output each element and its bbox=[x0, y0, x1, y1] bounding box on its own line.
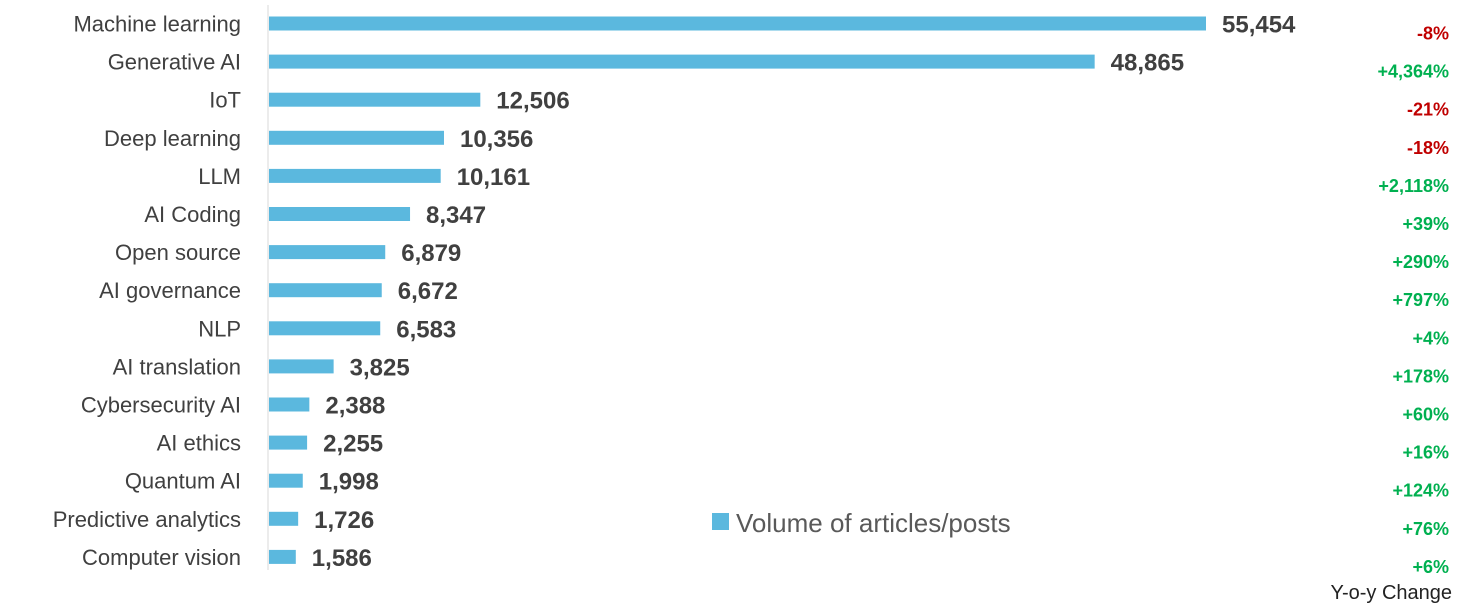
value-label: 6,879 bbox=[401, 240, 461, 267]
bar bbox=[269, 549, 296, 564]
bar bbox=[269, 207, 411, 221]
bar bbox=[269, 359, 334, 374]
category-label: Generative AI bbox=[108, 50, 241, 75]
category-label: AI ethics bbox=[157, 431, 241, 456]
legend-swatch bbox=[712, 513, 729, 530]
category-label: Machine learning bbox=[73, 12, 241, 37]
yoy-change-label: +6% bbox=[1412, 557, 1449, 577]
category-label: Computer vision bbox=[82, 545, 241, 570]
yoy-change-label: -8% bbox=[1417, 24, 1449, 44]
value-label: 10,161 bbox=[457, 164, 530, 191]
yoy-change-label: +178% bbox=[1392, 366, 1449, 386]
category-label: Deep learning bbox=[104, 126, 241, 151]
bar bbox=[269, 435, 308, 450]
category-label: AI translation bbox=[113, 354, 241, 379]
value-label: 1,586 bbox=[312, 545, 372, 572]
bar bbox=[269, 321, 381, 336]
category-label: Open source bbox=[115, 240, 241, 265]
yoy-change-label: +4% bbox=[1412, 328, 1449, 348]
value-label: 55,454 bbox=[1222, 12, 1296, 39]
category-label: Cybersecurity AI bbox=[81, 393, 241, 418]
yoy-change-label: +16% bbox=[1402, 443, 1449, 463]
category-label: AI governance bbox=[99, 278, 241, 303]
yoy-change-label: +4,364% bbox=[1377, 62, 1449, 82]
value-label: 6,672 bbox=[398, 278, 458, 305]
bar bbox=[269, 130, 444, 145]
bar bbox=[269, 168, 441, 183]
value-label: 48,865 bbox=[1111, 50, 1184, 77]
bar bbox=[269, 92, 481, 107]
yoy-change-title: Y-o-y Change bbox=[1330, 582, 1452, 604]
value-label: 6,583 bbox=[396, 316, 456, 343]
yoy-change-label: +60% bbox=[1402, 405, 1449, 425]
category-label: Predictive analytics bbox=[53, 507, 241, 532]
category-label: IoT bbox=[209, 88, 241, 113]
yoy-change-label: -21% bbox=[1407, 100, 1449, 120]
bar bbox=[269, 245, 386, 260]
value-label: 2,388 bbox=[325, 393, 385, 420]
value-label: 10,356 bbox=[460, 126, 533, 153]
value-label: 1,998 bbox=[319, 469, 379, 496]
value-label: 3,825 bbox=[350, 354, 410, 381]
bar bbox=[269, 54, 1095, 69]
legend-label: Volume of articles/posts bbox=[736, 508, 1011, 538]
bar bbox=[269, 511, 299, 526]
yoy-change-label: +290% bbox=[1392, 252, 1449, 272]
category-label: LLM bbox=[198, 164, 241, 189]
yoy-change-label: +76% bbox=[1402, 519, 1449, 539]
bar bbox=[269, 283, 382, 298]
yoy-change-label: +2,118% bbox=[1378, 176, 1449, 196]
bar bbox=[269, 473, 303, 488]
bar bbox=[269, 16, 1206, 31]
category-label: NLP bbox=[198, 316, 241, 341]
value-label: 2,255 bbox=[323, 431, 383, 458]
bar bbox=[269, 397, 310, 412]
yoy-change-label: +797% bbox=[1392, 290, 1449, 310]
category-label: Quantum AI bbox=[125, 469, 241, 494]
value-label: 1,726 bbox=[314, 507, 374, 534]
value-label: 12,506 bbox=[496, 88, 569, 115]
yoy-change-label: +124% bbox=[1392, 481, 1449, 501]
yoy-change-label: -18% bbox=[1407, 138, 1449, 158]
category-label: AI Coding bbox=[144, 202, 241, 227]
yoy-change-label: +39% bbox=[1402, 214, 1449, 234]
value-label: 8,347 bbox=[426, 202, 486, 229]
